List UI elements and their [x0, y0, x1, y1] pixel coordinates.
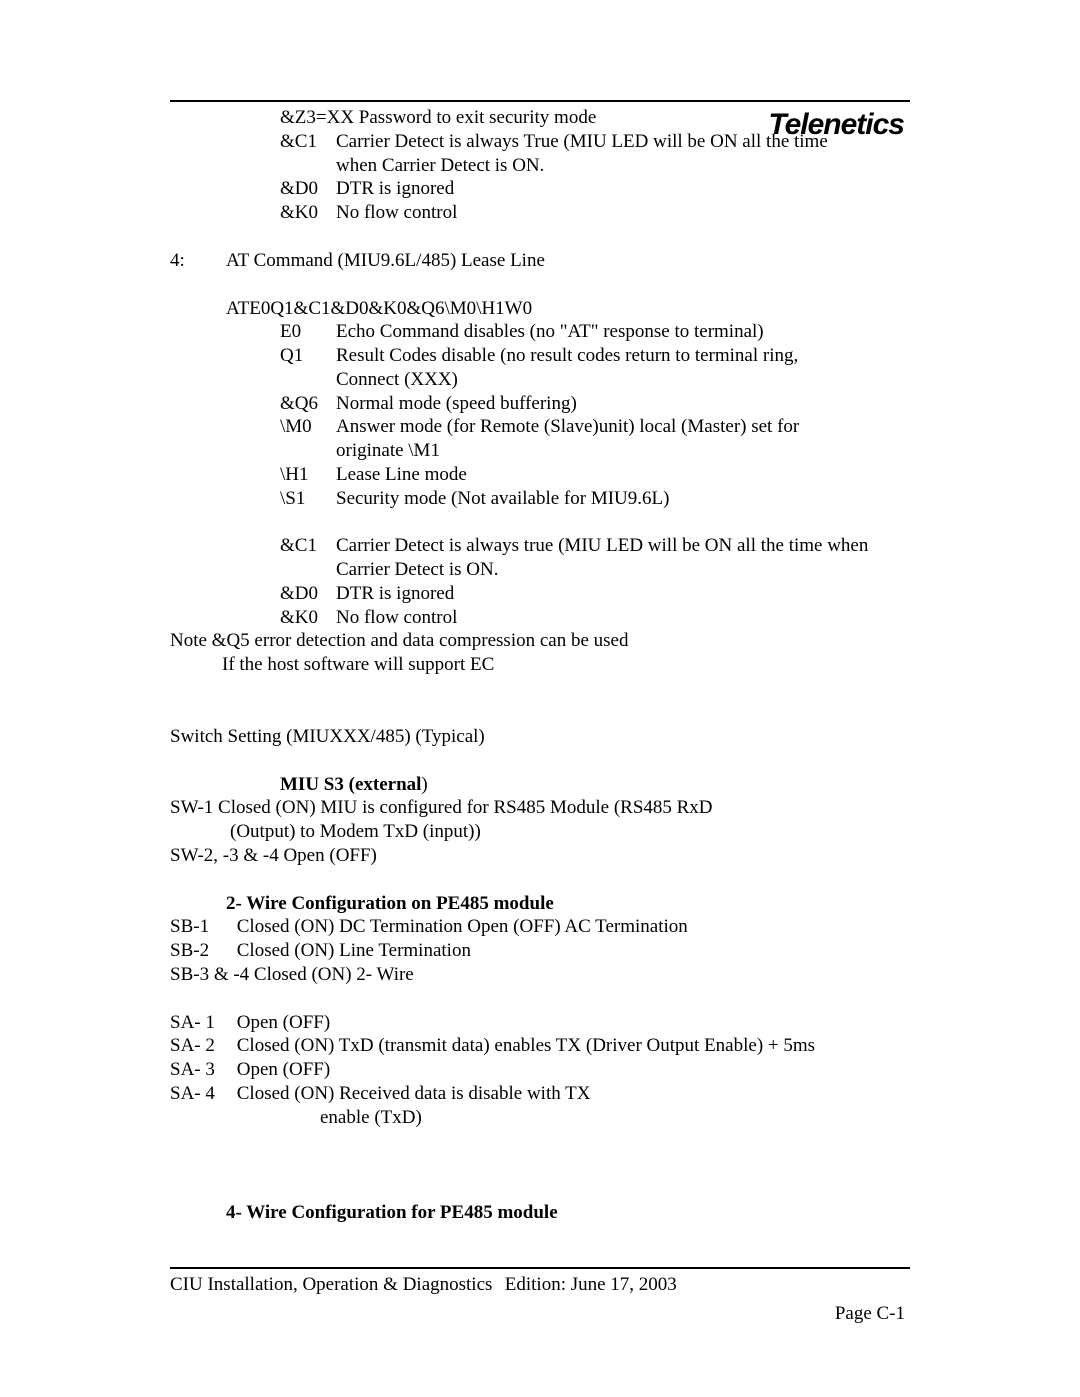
s4-r4-desc: Lease Line mode: [336, 463, 910, 487]
s4b-r0-code: &C1: [280, 534, 336, 558]
code-k0: &K0: [280, 201, 336, 225]
section4-title-row: 4: AT Command (MIU9.6L/485) Lease Line: [170, 249, 910, 273]
s4-r4: \H1 Lease Line mode: [280, 463, 910, 487]
s4-r3-code: \M0: [280, 415, 336, 439]
wire4-heading-row: 4- Wire Configuration for PE485 module: [226, 1201, 910, 1225]
sb2-row: SB-2 Closed (ON) Line Termination: [170, 939, 910, 963]
s4b-r1: &D0 DTR is ignored: [280, 582, 910, 606]
s4b-r2: &K0 No flow control: [280, 606, 910, 630]
section4-title: AT Command (MIU9.6L/485) Lease Line: [226, 249, 545, 273]
page-content: &Z3=XX Password to exit security mode &C…: [170, 106, 910, 1297]
s4-r5: \S1 Security mode (Not available for MIU…: [280, 487, 910, 511]
note2: If the host software will support EC: [222, 653, 910, 677]
footer-left: CIU Installation, Operation & Diagnostic…: [170, 1273, 500, 1297]
sa4b: enable (TxD): [320, 1106, 910, 1130]
s4-r1: Q1 Result Codes disable (no result codes…: [280, 344, 910, 368]
miu-s3-heading: MIU S3 (external: [280, 774, 421, 795]
sa2-row: SA- 2 Closed (ON) TxD (transmit data) en…: [170, 1034, 910, 1058]
document-page: Telenetics &Z3=XX Password to exit secur…: [0, 0, 1080, 1397]
s4-r0-desc: Echo Command disables (no "AT" response …: [336, 320, 910, 344]
wire2-heading: 2- Wire Configuration on PE485 module: [226, 893, 554, 914]
s4-r1-code: Q1: [280, 344, 336, 368]
footer-right: Edition: June 17, 2003: [505, 1274, 677, 1295]
s4-r4-code: \H1: [280, 463, 336, 487]
s4b-r1-code: &D0: [280, 582, 336, 606]
desc-z3: Password to exit security mode: [359, 106, 596, 130]
sa4-label: SA- 4: [170, 1082, 232, 1106]
sa1-text: Open (OFF): [237, 1012, 330, 1033]
sb1-label: SB-1: [170, 915, 232, 939]
sb34: SB-3 & -4 Closed (ON) 2- Wire: [170, 963, 910, 987]
s4b-r0-cont: Carrier Detect is ON.: [336, 558, 910, 582]
sa4-row: SA- 4 Closed (ON) Received data is disab…: [170, 1082, 910, 1106]
sa3-text: Open (OFF): [237, 1059, 330, 1080]
s4-r5-code: \S1: [280, 487, 336, 511]
s4b-r2-desc: No flow control: [336, 606, 910, 630]
s4-r0: E0 Echo Command disables (no "AT" respon…: [280, 320, 910, 344]
sb2-text: Closed (ON) Line Termination: [237, 940, 471, 961]
footer-line: CIU Installation, Operation & Diagnostic…: [170, 1273, 910, 1297]
sa2-label: SA- 2: [170, 1034, 232, 1058]
desc-c1b: when Carrier Detect is ON.: [336, 154, 910, 178]
wire4-heading: 4- Wire Configuration for PE485 module: [226, 1202, 558, 1223]
s4-r3-cont: originate \M1: [336, 439, 910, 463]
sa2-text: Closed (ON) TxD (transmit data) enables …: [237, 1035, 815, 1056]
sa3-row: SA- 3 Open (OFF): [170, 1058, 910, 1082]
sa4-text: Closed (ON) Received data is disable wit…: [237, 1083, 591, 1104]
param-d0: &D0 DTR is ignored: [280, 177, 910, 201]
s4-r1-desc: Result Codes disable (no result codes re…: [336, 344, 910, 368]
code-c1: &C1: [280, 130, 336, 154]
s4b-r1-desc: DTR is ignored: [336, 582, 910, 606]
sa1-label: SA- 1: [170, 1011, 232, 1035]
sa3-label: SA- 3: [170, 1058, 232, 1082]
note1: Note &Q5 error detection and data compre…: [170, 629, 910, 653]
sb1-row: SB-1 Closed (ON) DC Termination Open (OF…: [170, 915, 910, 939]
miu-sw234: SW-2, -3 & -4 Open (OFF): [170, 844, 910, 868]
page-number: Page C-1: [835, 1303, 905, 1325]
wire2-heading-row: 2- Wire Configuration on PE485 module: [226, 892, 910, 916]
s4-r3b: originate \M1: [336, 439, 910, 463]
s4-r5-desc: Security mode (Not available for MIU9.6L…: [336, 487, 910, 511]
code-z3: &Z3=XX: [280, 106, 354, 130]
sb2-label: SB-2: [170, 939, 232, 963]
s4-r0-code: E0: [280, 320, 336, 344]
brand-logo: Telenetics: [768, 108, 904, 142]
top-rule: [170, 100, 910, 102]
param-k0: &K0 No flow control: [280, 201, 910, 225]
s4-r3: \M0 Answer mode (for Remote (Slave)unit)…: [280, 415, 910, 439]
switch-title: Switch Setting (MIUXXX/485) (Typical): [170, 725, 910, 749]
s4-r2-code: &Q6: [280, 392, 336, 416]
miu-s3-heading-paren: ): [421, 774, 427, 795]
section4-num: 4:: [170, 249, 226, 273]
s4b-r0-desc: Carrier Detect is always true (MIU LED w…: [336, 534, 910, 558]
s4-r2-desc: Normal mode (speed buffering): [336, 392, 910, 416]
sb1-text: Closed (ON) DC Termination Open (OFF) AC…: [237, 916, 688, 937]
desc-d0: DTR is ignored: [336, 177, 910, 201]
s4-r1-cont: Connect (XXX): [336, 368, 910, 392]
miu-s3-heading-row: MIU S3 (external): [280, 773, 910, 797]
miu-sw1a: SW-1 Closed (ON) MIU is configured for R…: [170, 796, 910, 820]
section4-cmd: ATE0Q1&C1&D0&K0&Q6\M0\H1W0: [226, 297, 532, 321]
s4b-r0: &C1 Carrier Detect is always true (MIU L…: [280, 534, 910, 558]
s4-r3-desc: Answer mode (for Remote (Slave)unit) loc…: [336, 415, 910, 439]
s4-r2: &Q6 Normal mode (speed buffering): [280, 392, 910, 416]
s4b-r2-code: &K0: [280, 606, 336, 630]
sa1-row: SA- 1 Open (OFF): [170, 1011, 910, 1035]
desc-k0: No flow control: [336, 201, 910, 225]
section4-cmd-row: ATE0Q1&C1&D0&K0&Q6\M0\H1W0: [170, 297, 910, 321]
s4-r1b: Connect (XXX): [336, 368, 910, 392]
bottom-rule: [170, 1267, 910, 1269]
param-c1-cont: when Carrier Detect is ON.: [336, 154, 910, 178]
s4b-r0b: Carrier Detect is ON.: [336, 558, 910, 582]
code-d0: &D0: [280, 177, 336, 201]
miu-sw1b: (Output) to Modem TxD (input)): [230, 820, 910, 844]
